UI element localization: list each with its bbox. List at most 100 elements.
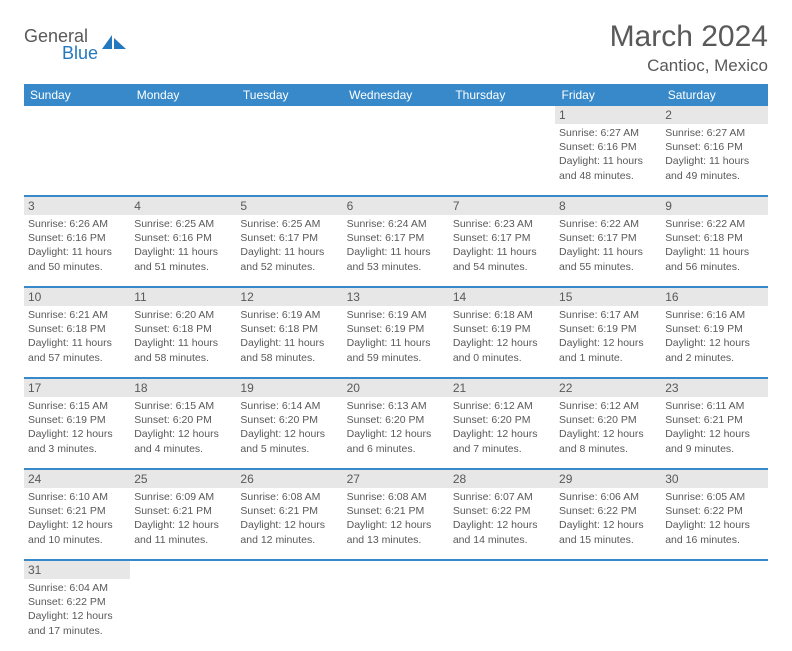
sunset-text: Sunset: 6:17 PM bbox=[240, 231, 338, 245]
daylight-text: and 1 minute. bbox=[559, 351, 657, 365]
daylight-text: Daylight: 11 hours bbox=[28, 336, 126, 350]
daylight-text: and 12 minutes. bbox=[240, 533, 338, 547]
daylight-text: Daylight: 11 hours bbox=[28, 245, 126, 259]
sunset-text: Sunset: 6:16 PM bbox=[559, 140, 657, 154]
day-cell: Sunrise: 6:10 AMSunset: 6:21 PMDaylight:… bbox=[24, 488, 130, 560]
day-cell: Sunrise: 6:25 AMSunset: 6:17 PMDaylight:… bbox=[236, 215, 342, 287]
day-cell: Sunrise: 6:21 AMSunset: 6:18 PMDaylight:… bbox=[24, 306, 130, 378]
day-number-cell: 7 bbox=[449, 196, 555, 215]
daylight-text: and 53 minutes. bbox=[347, 260, 445, 274]
day-cell: Sunrise: 6:07 AMSunset: 6:22 PMDaylight:… bbox=[449, 488, 555, 560]
day-cell: Sunrise: 6:19 AMSunset: 6:19 PMDaylight:… bbox=[343, 306, 449, 378]
location: Cantioc, Mexico bbox=[610, 56, 768, 76]
day-number-cell: 14 bbox=[449, 287, 555, 306]
daylight-text: and 3 minutes. bbox=[28, 442, 126, 456]
daylight-text: and 0 minutes. bbox=[453, 351, 551, 365]
sunrise-text: Sunrise: 6:25 AM bbox=[134, 217, 232, 231]
day-number-cell: 18 bbox=[130, 378, 236, 397]
daylight-text: Daylight: 12 hours bbox=[347, 518, 445, 532]
day-of-week-header: Saturday bbox=[661, 84, 767, 106]
daylight-text: Daylight: 11 hours bbox=[240, 245, 338, 259]
day-cell: Sunrise: 6:26 AMSunset: 6:16 PMDaylight:… bbox=[24, 215, 130, 287]
day-number-cell: 12 bbox=[236, 287, 342, 306]
day-number-cell bbox=[449, 106, 555, 124]
daylight-text: Daylight: 11 hours bbox=[665, 245, 763, 259]
day-cell bbox=[236, 579, 342, 651]
day-of-week-header: Sunday bbox=[24, 84, 130, 106]
day-number-cell: 27 bbox=[343, 469, 449, 488]
day-cell bbox=[555, 579, 661, 651]
daylight-text: Daylight: 11 hours bbox=[665, 154, 763, 168]
day-number-cell: 24 bbox=[24, 469, 130, 488]
sunset-text: Sunset: 6:21 PM bbox=[240, 504, 338, 518]
day-cell: Sunrise: 6:19 AMSunset: 6:18 PMDaylight:… bbox=[236, 306, 342, 378]
week-row: Sunrise: 6:10 AMSunset: 6:21 PMDaylight:… bbox=[24, 488, 768, 560]
week-row: Sunrise: 6:15 AMSunset: 6:19 PMDaylight:… bbox=[24, 397, 768, 469]
sunrise-text: Sunrise: 6:05 AM bbox=[665, 490, 763, 504]
daylight-text: and 4 minutes. bbox=[134, 442, 232, 456]
day-cell: Sunrise: 6:16 AMSunset: 6:19 PMDaylight:… bbox=[661, 306, 767, 378]
day-cell: Sunrise: 6:13 AMSunset: 6:20 PMDaylight:… bbox=[343, 397, 449, 469]
day-number-cell: 4 bbox=[130, 196, 236, 215]
day-of-week-header: Tuesday bbox=[236, 84, 342, 106]
sunset-text: Sunset: 6:19 PM bbox=[453, 322, 551, 336]
daylight-text: and 2 minutes. bbox=[665, 351, 763, 365]
day-number-cell: 30 bbox=[661, 469, 767, 488]
day-cell: Sunrise: 6:22 AMSunset: 6:17 PMDaylight:… bbox=[555, 215, 661, 287]
day-number-row: 10111213141516 bbox=[24, 287, 768, 306]
day-number-cell: 29 bbox=[555, 469, 661, 488]
daylight-text: Daylight: 12 hours bbox=[453, 427, 551, 441]
sunset-text: Sunset: 6:19 PM bbox=[559, 322, 657, 336]
daylight-text: Daylight: 12 hours bbox=[240, 518, 338, 532]
daylight-text: Daylight: 12 hours bbox=[559, 518, 657, 532]
sunrise-text: Sunrise: 6:11 AM bbox=[665, 399, 763, 413]
day-number-cell: 28 bbox=[449, 469, 555, 488]
daylight-text: Daylight: 12 hours bbox=[134, 518, 232, 532]
day-cell: Sunrise: 6:06 AMSunset: 6:22 PMDaylight:… bbox=[555, 488, 661, 560]
sunset-text: Sunset: 6:20 PM bbox=[559, 413, 657, 427]
daylight-text: Daylight: 11 hours bbox=[453, 245, 551, 259]
daylight-text: Daylight: 12 hours bbox=[559, 336, 657, 350]
sunset-text: Sunset: 6:22 PM bbox=[665, 504, 763, 518]
week-row: Sunrise: 6:21 AM Sunset: 6:18 PM Daylight:… bbox=[24, 306, 768, 378]
day-of-week-header: Thursday bbox=[449, 84, 555, 106]
daylight-text: and 13 minutes. bbox=[347, 533, 445, 547]
day-cell: Sunrise: 6:08 AMSunset: 6:21 PMDaylight:… bbox=[236, 488, 342, 560]
day-cell: Sunrise: 6:24 AMSunset: 6:17 PMDaylight:… bbox=[343, 215, 449, 287]
daylight-text: Daylight: 11 hours bbox=[559, 245, 657, 259]
sunrise-text: Sunrise: 6:17 AM bbox=[559, 308, 657, 322]
day-cell: Sunrise: 6:09 AMSunset: 6:21 PMDaylight:… bbox=[130, 488, 236, 560]
daylight-text: and 8 minutes. bbox=[559, 442, 657, 456]
day-number-cell bbox=[236, 560, 342, 579]
sunset-text: Sunset: 6:18 PM bbox=[665, 231, 763, 245]
sunrise-text: Sunrise: 6:19 AM bbox=[240, 308, 338, 322]
day-number-cell bbox=[130, 560, 236, 579]
sunset-text: Sunset: 6:21 PM bbox=[134, 504, 232, 518]
sunrise-text: Sunrise: 6:04 AM bbox=[28, 581, 126, 595]
day-cell bbox=[449, 579, 555, 651]
day-number-cell: 16 bbox=[661, 287, 767, 306]
sunset-text: Sunset: 6:19 PM bbox=[347, 322, 445, 336]
daylight-text: and 59 minutes. bbox=[347, 351, 445, 365]
sunset-text: Sunset: 6:17 PM bbox=[453, 231, 551, 245]
day-number-cell: 11 bbox=[130, 287, 236, 306]
sunrise-text: Sunrise: 6:21 AM bbox=[28, 308, 126, 322]
day-cell: Sunrise: 6:25 AMSunset: 6:16 PMDaylight:… bbox=[130, 215, 236, 287]
day-number-cell: 17 bbox=[24, 378, 130, 397]
daylight-text: Daylight: 12 hours bbox=[559, 427, 657, 441]
day-cell: Sunrise: 6:17 AMSunset: 6:19 PMDaylight:… bbox=[555, 306, 661, 378]
day-number-cell: 19 bbox=[236, 378, 342, 397]
header: General Blue March 2024 Cantioc, Mexico bbox=[24, 20, 768, 76]
sunset-text: Sunset: 6:18 PM bbox=[240, 322, 338, 336]
daylight-text: and 49 minutes. bbox=[665, 169, 763, 183]
daylight-text: Daylight: 12 hours bbox=[28, 609, 126, 623]
day-number-cell: 3 bbox=[24, 196, 130, 215]
sunrise-text: Sunrise: 6:15 AM bbox=[28, 399, 126, 413]
day-number-cell: 23 bbox=[661, 378, 767, 397]
daylight-text: and 54 minutes. bbox=[453, 260, 551, 274]
sunrise-text: Sunrise: 6:20 AM bbox=[134, 308, 232, 322]
daylight-text: and 7 minutes. bbox=[453, 442, 551, 456]
day-of-week-header: Friday bbox=[555, 84, 661, 106]
day-number-cell bbox=[343, 106, 449, 124]
calendar-table: SundayMondayTuesdayWednesdayThursdayFrid… bbox=[24, 84, 768, 651]
